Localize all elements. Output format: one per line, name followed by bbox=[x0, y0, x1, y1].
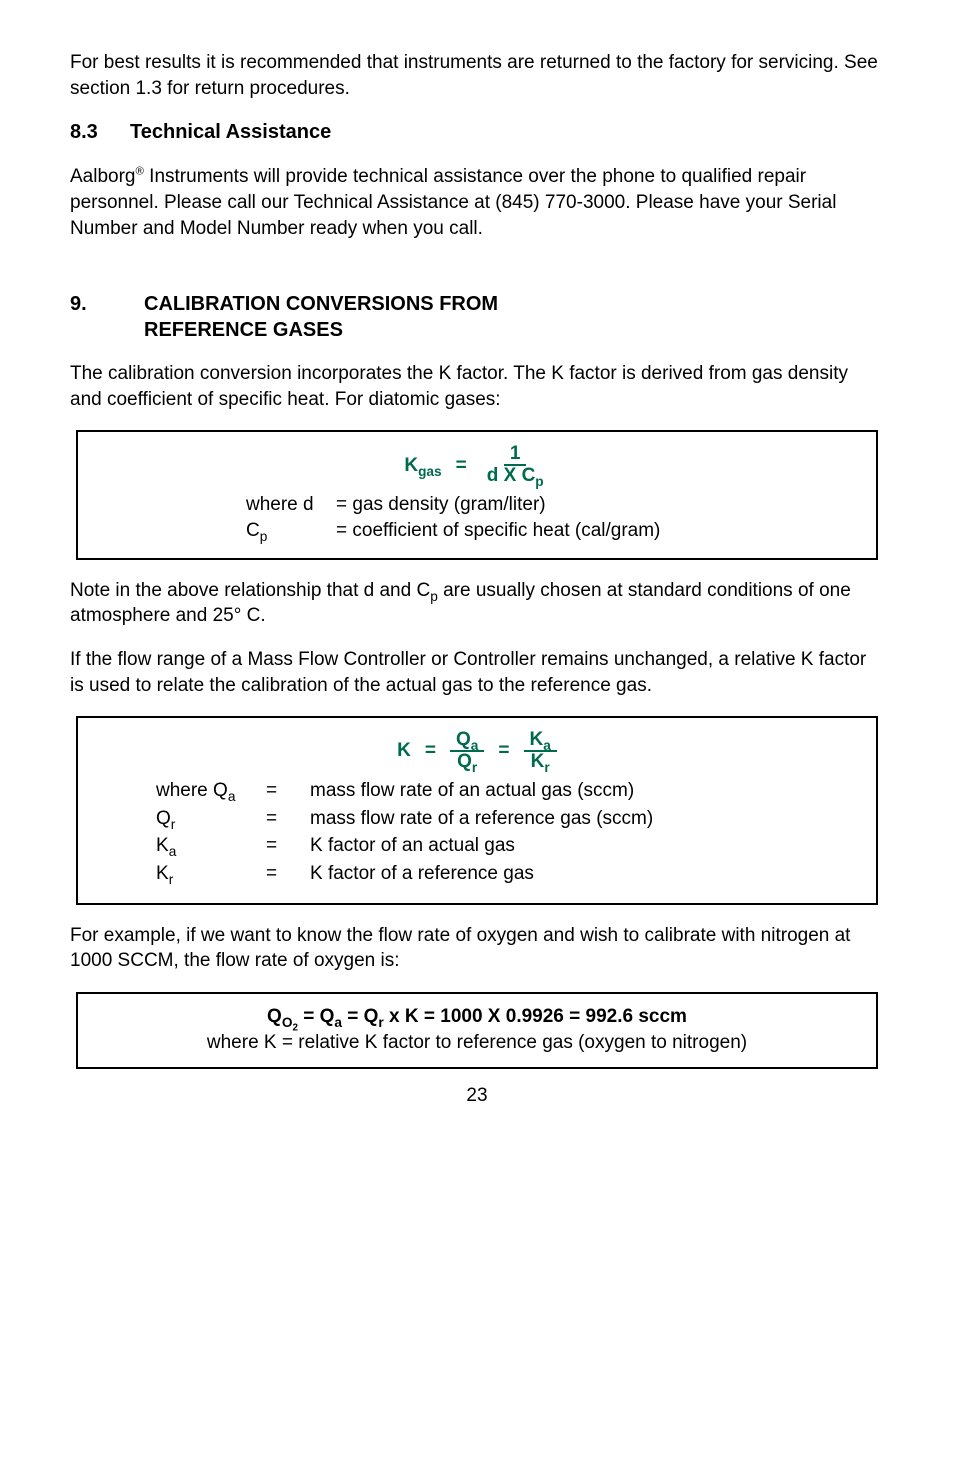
section-8-3-paragraph: Aalborg® Instruments will provide techni… bbox=[70, 164, 884, 241]
where-k-line: where K = relative K factor to reference… bbox=[96, 1030, 858, 1056]
formula-where: where d = gas density (gram/liter) Cp = … bbox=[246, 492, 858, 543]
formula-k-relative: K = Qa Qr = Ka Kr where Qa = mass flow r… bbox=[76, 716, 878, 904]
section-8-3-heading: 8.3Technical Assistance bbox=[70, 119, 884, 146]
formula-where-2: where Qa = mass flow rate of an actual g… bbox=[156, 778, 858, 887]
page-number: 23 bbox=[70, 1083, 884, 1109]
equation-kgas: Kgas = 1 d X Cp bbox=[96, 444, 858, 486]
heading-title: CALIBRATION CONVERSIONS FROM REFERENCE G… bbox=[144, 291, 498, 343]
registered-icon: ® bbox=[136, 166, 144, 178]
note-paragraph: Note in the above relationship that d an… bbox=[70, 578, 884, 629]
equation-qo2: QO2 = Qa = Qr x K = 1000 X 0.9926 = 992.… bbox=[96, 1004, 858, 1030]
relative-k-paragraph: If the flow range of a Mass Flow Control… bbox=[70, 647, 884, 698]
heading-title: Technical Assistance bbox=[130, 121, 331, 143]
heading-number: 8.3 bbox=[70, 119, 130, 146]
section-9-heading: 9. CALIBRATION CONVERSIONS FROM REFERENC… bbox=[70, 291, 884, 343]
heading-number: 9. bbox=[70, 291, 144, 343]
formula-kgas: Kgas = 1 d X Cp where d = gas density (g… bbox=[76, 430, 878, 559]
equation-k-relative: K = Qa Qr = Ka Kr bbox=[96, 730, 858, 772]
formula-oxygen-example: QO2 = Qa = Qr x K = 1000 X 0.9926 = 992.… bbox=[76, 992, 878, 1069]
section-9-intro: The calibration conversion incorporates … bbox=[70, 361, 884, 412]
example-paragraph: For example, if we want to know the flow… bbox=[70, 923, 884, 974]
intro-paragraph: For best results it is recommended that … bbox=[70, 50, 884, 101]
